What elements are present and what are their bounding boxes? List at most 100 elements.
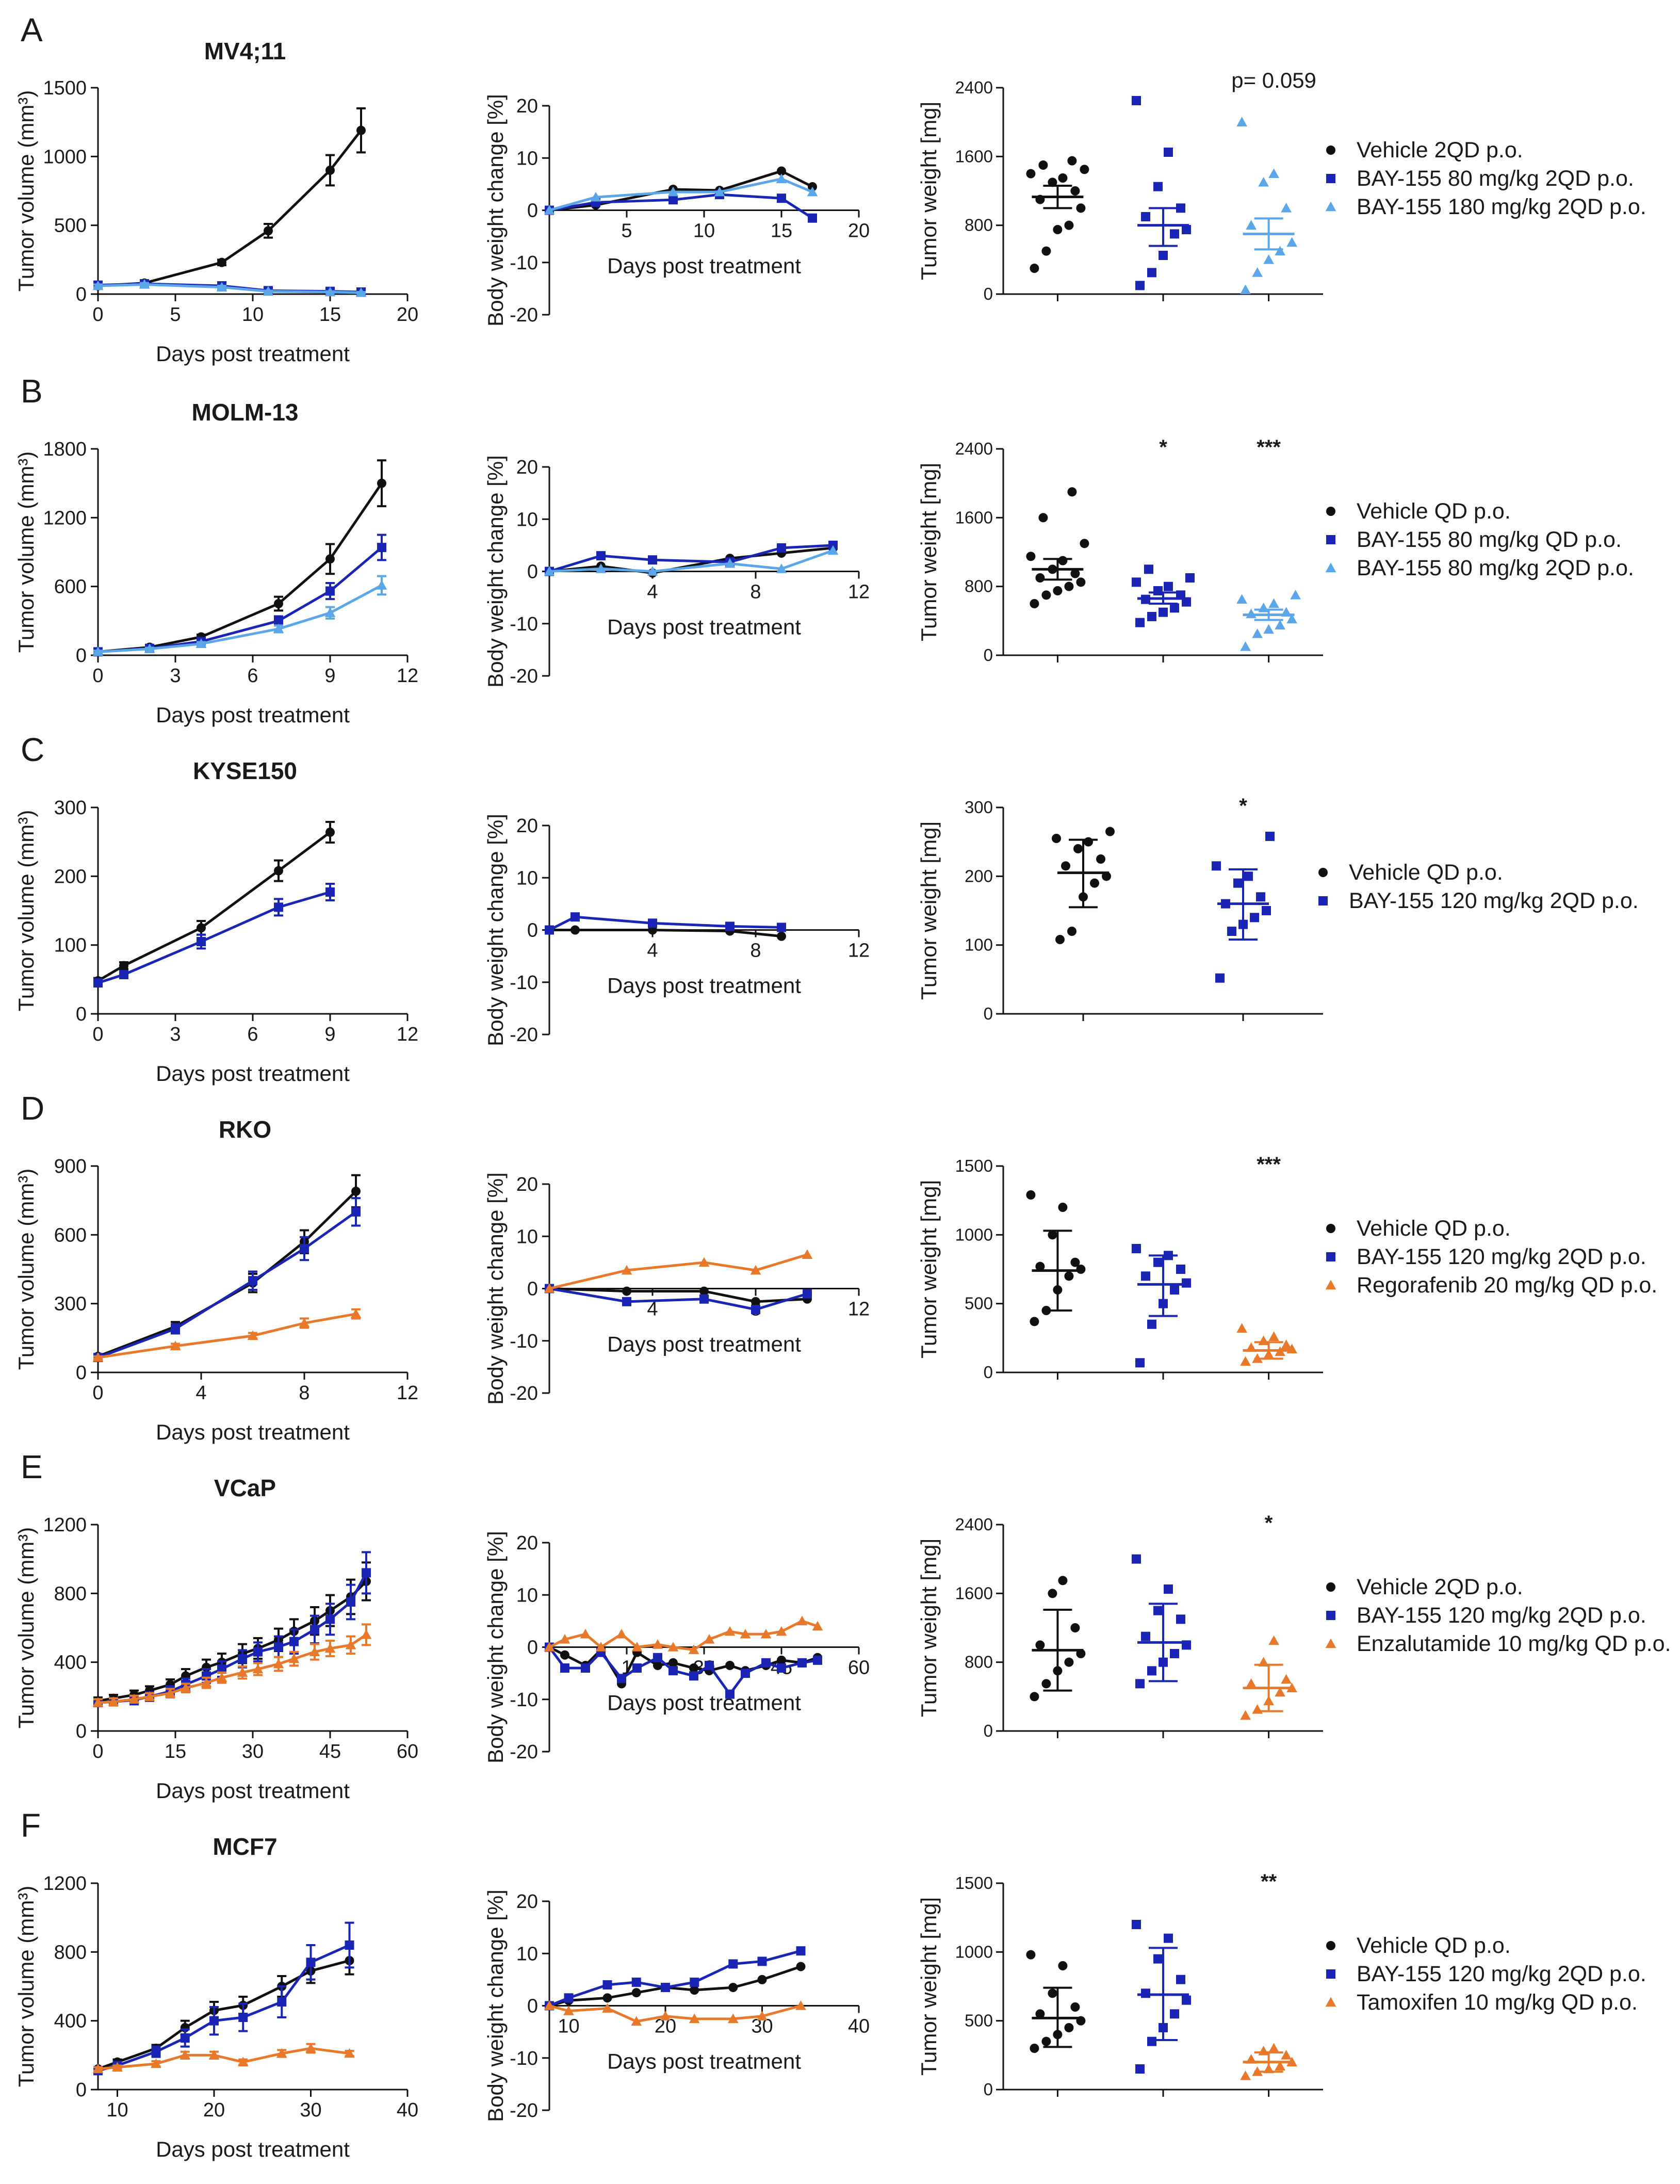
data-point: [1141, 212, 1150, 221]
y-tick-label: 500: [965, 1294, 993, 1313]
y-tick-label: 1200: [43, 1514, 87, 1536]
data-point: [661, 1983, 670, 1993]
data-point: [1048, 1589, 1057, 1598]
data-point: [1026, 169, 1036, 179]
legend-marker: [1318, 868, 1328, 877]
series-line: [549, 177, 813, 212]
data-point: [544, 1642, 555, 1652]
data-point: [1048, 1988, 1057, 1998]
legend-item: Vehicle 2QD p.o.: [1326, 1575, 1523, 1599]
y-tick-label: -10: [510, 1689, 538, 1711]
legend-label: Vehicle 2QD p.o.: [1357, 1575, 1523, 1599]
data-point: [1227, 927, 1236, 936]
data-point: [595, 563, 607, 573]
y-tick-label: 100: [54, 935, 87, 957]
panel-letter: B: [21, 373, 43, 410]
tumor-weight-chart: 0 500 1000 1500 Tumor weight [mg] ***: [917, 1153, 1323, 1382]
data-point: [1164, 581, 1173, 591]
data-point: [560, 1650, 569, 1660]
legend-item: Vehicle QD p.o.: [1326, 499, 1511, 524]
x-tick-label: 60: [848, 1657, 870, 1679]
y-tick-label: 10: [516, 1943, 538, 1965]
series-line: [97, 831, 331, 982]
data-point: [346, 1597, 355, 1607]
y-tick-label: 800: [965, 216, 993, 235]
data-point: [1041, 1679, 1051, 1689]
tumor-weight-chart: 0 800 1600 2400 Tumor weight [mg] p= 0.059: [917, 68, 1323, 303]
tumor-volume-chart: 0 400 800 1200 0 15 30 45 60 Days post treatment T…: [14, 1514, 418, 1803]
legend: Vehicle 2QD p.o. BAY-155 80 mg/kg 2QD p.o…: [1325, 138, 1646, 219]
data-point: [622, 1297, 631, 1306]
x-tick-label: 4: [647, 581, 658, 603]
data-point: [1268, 2043, 1279, 2053]
x-axis-label: Days post treatment: [607, 974, 801, 998]
data-point: [1135, 2064, 1145, 2074]
data-point: [1275, 2061, 1285, 2070]
data-point: [617, 1674, 626, 1684]
data-point: [757, 1975, 767, 1984]
group: *: [1212, 795, 1275, 1021]
data-point: [1240, 284, 1251, 294]
y-tick-label: 1000: [955, 1225, 993, 1244]
x-tick-label: 40: [397, 2099, 418, 2121]
series-line: [97, 1313, 356, 1359]
y-tick-label: -10: [510, 252, 538, 274]
legend-label: Enzalutamide 10 mg/kg QD p.o.: [1357, 1631, 1671, 1656]
data-point: [1164, 1933, 1173, 1943]
panel-title: MOLM-13: [192, 399, 299, 426]
y-axis-label: Tumor weight [mg]: [917, 1180, 941, 1358]
data-point: [248, 1276, 257, 1286]
legend-label: Vehicle QD p.o.: [1357, 1933, 1511, 1958]
data-point: [1240, 1356, 1251, 1366]
data-point: [1026, 552, 1036, 561]
significance-annotation: p= 0.059: [1231, 68, 1316, 92]
data-point: [209, 2016, 219, 2026]
data-point: [92, 1352, 104, 1362]
data-point: [595, 1642, 607, 1652]
y-tick-label: 0: [76, 1362, 87, 1384]
panel-title: VCaP: [214, 1475, 276, 1501]
data-point: [237, 2057, 249, 2066]
data-point: [1153, 1257, 1163, 1267]
series: [545, 1642, 822, 1699]
data-point: [1265, 832, 1275, 841]
series: [544, 2000, 806, 2026]
data-point: [1176, 1614, 1185, 1624]
series-line: [97, 1633, 367, 1704]
data-point: [247, 1330, 258, 1340]
data-point: [1067, 927, 1076, 936]
data-point: [690, 1985, 699, 1995]
data-point: [356, 125, 366, 135]
data-point: [1258, 1335, 1269, 1345]
data-point: [171, 1324, 180, 1334]
data-point: [1262, 906, 1271, 915]
data-point: [306, 1957, 316, 1967]
data-point: [1236, 117, 1247, 126]
data-point: [1244, 871, 1253, 881]
data-point: [195, 638, 207, 649]
data-point: [180, 2033, 190, 2043]
x-axis-label: Days post treatment: [607, 1691, 801, 1715]
x-axis-label: Days post treatment: [607, 615, 801, 639]
y-tick-label: 0: [984, 1004, 993, 1023]
data-point: [324, 607, 336, 618]
series-line: [97, 1572, 368, 1704]
x-tick-label: 8: [750, 581, 761, 603]
series-line: [549, 193, 813, 219]
y-axis-label: Tumor weight [mg]: [917, 821, 941, 1000]
data-point: [631, 2016, 642, 2026]
y-tick-label: 500: [54, 215, 87, 237]
x-axis-label: Days post treatment: [156, 342, 350, 366]
series-line: [97, 482, 383, 653]
x-tick-label: 5: [621, 220, 632, 242]
panel-letter: A: [21, 11, 43, 48]
data-point: [1240, 641, 1251, 651]
data-point: [276, 2048, 287, 2058]
body-weight-chart: -20-10010201304560Days post treatmentBod…: [483, 1531, 870, 1764]
data-point: [777, 543, 786, 553]
data-point: [1147, 612, 1156, 621]
data-point: [777, 166, 786, 176]
panel-letter: E: [21, 1448, 43, 1485]
